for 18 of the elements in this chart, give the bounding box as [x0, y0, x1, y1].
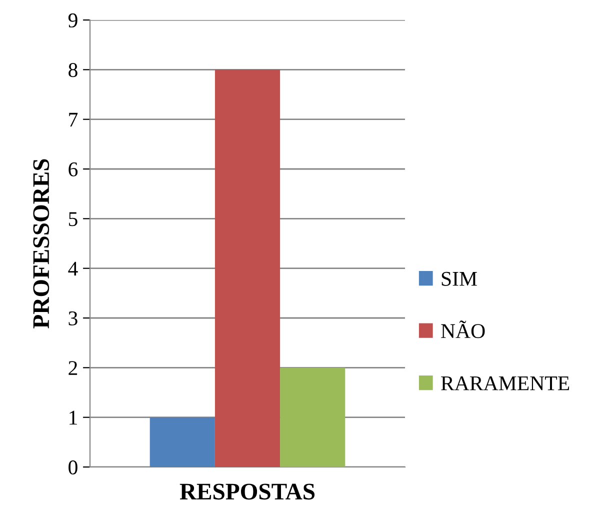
y-tick-label: 1	[70, 410, 77, 425]
y-tick-label: 4	[68, 262, 78, 276]
bar	[214, 70, 280, 467]
legend-label: RARAMENTE	[441, 376, 570, 390]
y-tick-label: 0	[68, 460, 78, 474]
y-axis-title: PROFESSORES	[33, 159, 50, 328]
x-axis-title: RESPOSTAS	[180, 484, 315, 500]
bar	[150, 417, 215, 467]
legend-label: NÃO	[441, 320, 485, 338]
bar	[280, 368, 346, 467]
y-tick-label: 5	[68, 212, 78, 226]
y-tick-label: 2	[68, 361, 78, 375]
y-tick-label: 6	[68, 162, 78, 176]
legend-label: SIM	[442, 272, 477, 286]
y-tick-label: 3	[68, 311, 78, 326]
y-tick-label: 9	[68, 13, 78, 28]
y-tick-label: 8	[68, 63, 78, 78]
y-tick-label: 7	[69, 112, 78, 127]
